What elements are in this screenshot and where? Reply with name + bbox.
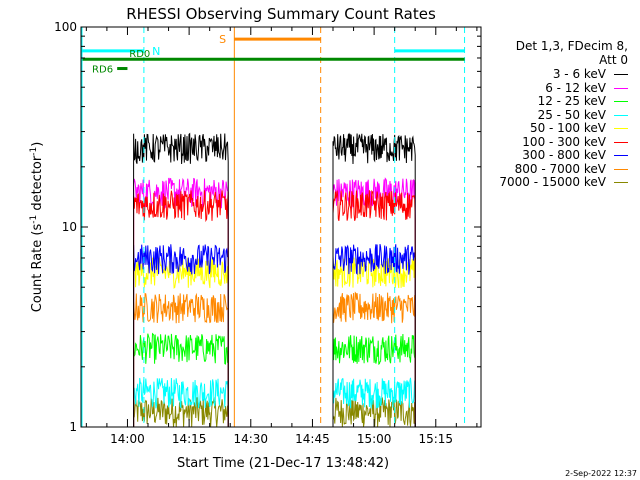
- flag-label-s: S: [219, 33, 226, 46]
- legend-item-label: 300 - 800 keV: [522, 148, 606, 162]
- legend-item-3: 12 - 25 keV: [478, 95, 628, 108]
- legend-swatch: [614, 141, 628, 143]
- legend-item-7: 300 - 800 keV: [478, 149, 628, 162]
- series-6-interval-1: [133, 190, 229, 427]
- legend-item-label: 3 - 6 keV: [552, 67, 606, 81]
- legend-header-line-1: Det 1,3, FDecim 8,: [515, 39, 628, 53]
- legend-swatch: [614, 74, 628, 75]
- chart-title: RHESSI Observing Summary Count Rates: [126, 5, 436, 23]
- x-tick-label-1500: 15:00: [357, 432, 392, 446]
- flag-label-rd6: RD6: [92, 65, 113, 76]
- legend-item-6: 100 - 300 keV: [478, 134, 628, 149]
- legend-header-line-2: Att 0: [599, 53, 628, 67]
- legend-item-9: 7000 - 15000 keV: [478, 176, 628, 189]
- plot-frame: [80, 26, 482, 428]
- legend-item-label: 800 - 7000 keV: [514, 161, 606, 176]
- legend-item-label: 25 - 50 keV: [537, 107, 606, 122]
- y-tick-label-100: 100: [54, 20, 77, 34]
- series-1-interval-2: [332, 132, 416, 427]
- y-axis-label: Count Rate (s-1 detector-1): [29, 142, 45, 313]
- legend-item-label: 6 - 12 keV: [545, 80, 606, 95]
- x-tick-label-1415: 14:15: [172, 432, 207, 446]
- legend-item-5: 50 - 100 keV: [478, 122, 628, 135]
- footer-date: 2-Sep-2022 12:37: [565, 469, 637, 478]
- y-axis-label-sup-1: -1: [29, 215, 39, 224]
- legend-item-label: 100 - 300 keV: [522, 134, 606, 149]
- x-tick-label-1430: 14:30: [233, 432, 268, 446]
- x-axis-label: Start Time (21-Dec-17 13:48:42): [177, 456, 389, 471]
- y-tick-label-10: 10: [62, 220, 77, 234]
- x-tick-label-1445: 14:45: [295, 432, 330, 446]
- legend-item-8: 800 - 7000 keV: [478, 161, 628, 176]
- legend-swatch: [614, 87, 628, 89]
- series-4-interval-2: [332, 377, 416, 427]
- y-axis-label-part-1: Count Rate (s: [30, 224, 45, 313]
- series-9-interval-1: [133, 397, 229, 428]
- y-axis-label-part-2: detector: [30, 155, 45, 215]
- flag-label-rd0: RD0: [129, 49, 150, 60]
- series-3-interval-2: [332, 333, 416, 427]
- x-tick-label-1515: 15:15: [418, 432, 453, 446]
- series-8-interval-2: [332, 291, 416, 427]
- legend-item-label: 12 - 25 keV: [537, 94, 606, 108]
- y-axis-label-sup-2: -1: [29, 147, 39, 156]
- legend-item-4: 25 - 50 keV: [478, 107, 628, 122]
- series-8-interval-1: [133, 292, 229, 427]
- y-axis-label-part-3: ): [30, 142, 45, 147]
- legend-item-1: 3 - 6 keV: [478, 68, 628, 81]
- series-3-interval-1: [133, 332, 229, 427]
- legend-item-2: 6 - 12 keV: [478, 80, 628, 95]
- series-7-interval-2: [332, 243, 416, 427]
- series-6-interval-2: [332, 189, 416, 427]
- series-2-interval-1: [133, 177, 229, 427]
- legend-item-label: 50 - 100 keV: [529, 121, 606, 135]
- legend-swatch: [614, 182, 628, 183]
- series-2-interval-2: [332, 177, 416, 427]
- x-tick-label-1400: 14:00: [110, 432, 145, 446]
- series-7-interval-1: [133, 244, 229, 427]
- legend-swatch: [614, 114, 628, 116]
- y-tick-label-1: 1: [69, 420, 77, 434]
- legend-swatch: [614, 101, 628, 102]
- legend-swatch: [614, 155, 628, 156]
- series-1-interval-1: [133, 132, 229, 427]
- legend-swatch: [614, 128, 628, 129]
- legend-item-label: 7000 - 15000 keV: [499, 175, 606, 189]
- series-4-interval-1: [133, 377, 229, 427]
- flag-label-n: N: [152, 45, 160, 58]
- legend-swatch: [614, 168, 628, 170]
